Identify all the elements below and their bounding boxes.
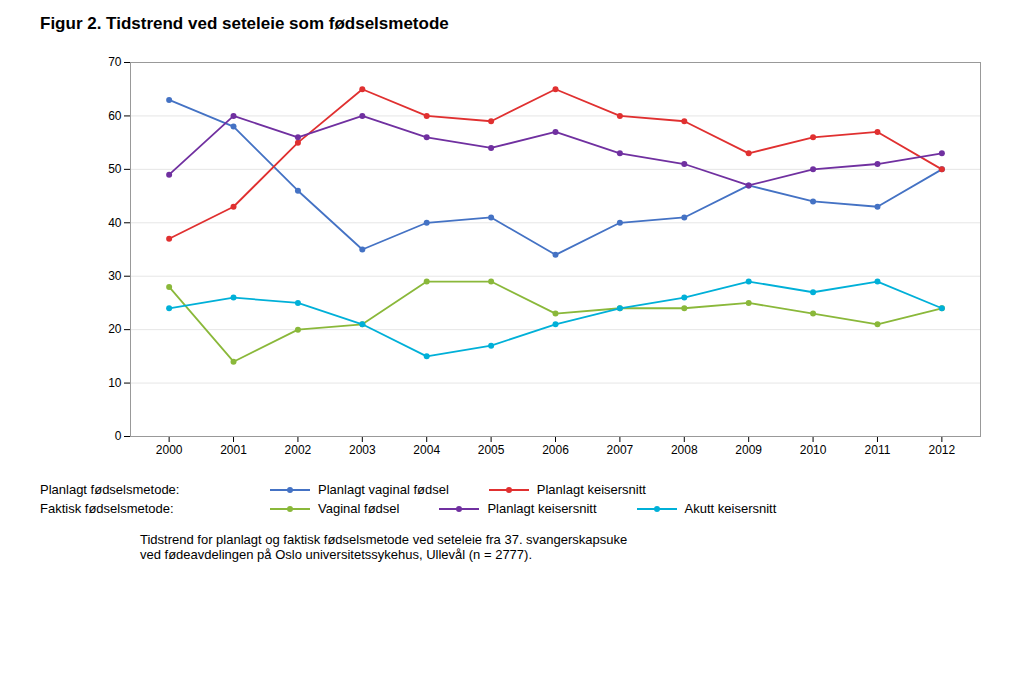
html-text:Planlagt keisersnitt: Planlagt keisersnitt: [536, 482, 646, 497]
svg-text:2002: 2002: [285, 443, 312, 457]
svg-text:60: 60: [108, 109, 122, 123]
html-text:Planlagt keisersnitt: Planlagt keisersnitt: [487, 501, 597, 516]
svg-text:2000: 2000: [156, 443, 183, 457]
html-text:Figur 2. Tidstrend ved setelei: Figur 2. Tidstrend ved seteleie som føds…: [40, 14, 449, 33]
html-text:Tidstrend for planlagt og fakt: Tidstrend for planlagt og faktisk fødsel…: [140, 532, 628, 547]
svg-text:0: 0: [115, 429, 122, 443]
html-text:Akutt keisersnitt: Akutt keisersnitt: [684, 501, 777, 516]
svg-text:30: 30: [108, 269, 122, 283]
svg-text:2012: 2012: [929, 443, 956, 457]
html-text:Planlagt fødselsmetode:: Planlagt fødselsmetode:: [40, 482, 180, 497]
svg-text:10: 10: [108, 376, 122, 390]
svg-text:2009: 2009: [735, 443, 762, 457]
html-text:Planlagt vaginal fødsel: Planlagt vaginal fødsel: [318, 482, 449, 497]
svg-text:20: 20: [108, 322, 122, 336]
svg-text:70: 70: [108, 55, 122, 69]
svg-text:40: 40: [108, 216, 122, 230]
svg-text:2006: 2006: [542, 443, 569, 457]
svg-text:2005: 2005: [478, 443, 505, 457]
svg-text:2011: 2011: [865, 443, 891, 457]
svg-text:2001: 2001: [220, 443, 247, 457]
svg-text:2007: 2007: [607, 443, 634, 457]
svg-text:2010: 2010: [800, 443, 827, 457]
svg-text:2003: 2003: [349, 443, 376, 457]
html-text:Vaginal fødsel: Vaginal fødsel: [318, 501, 400, 516]
html-text:Faktisk fødselsmetode:: Faktisk fødselsmetode:: [40, 501, 174, 516]
svg-text:50: 50: [108, 162, 122, 176]
svg-text:2008: 2008: [671, 443, 698, 457]
html-text:ved fødeavdelingen på Oslo uni: ved fødeavdelingen på Oslo universitetss…: [140, 547, 532, 562]
svg-text:2004: 2004: [413, 443, 440, 457]
